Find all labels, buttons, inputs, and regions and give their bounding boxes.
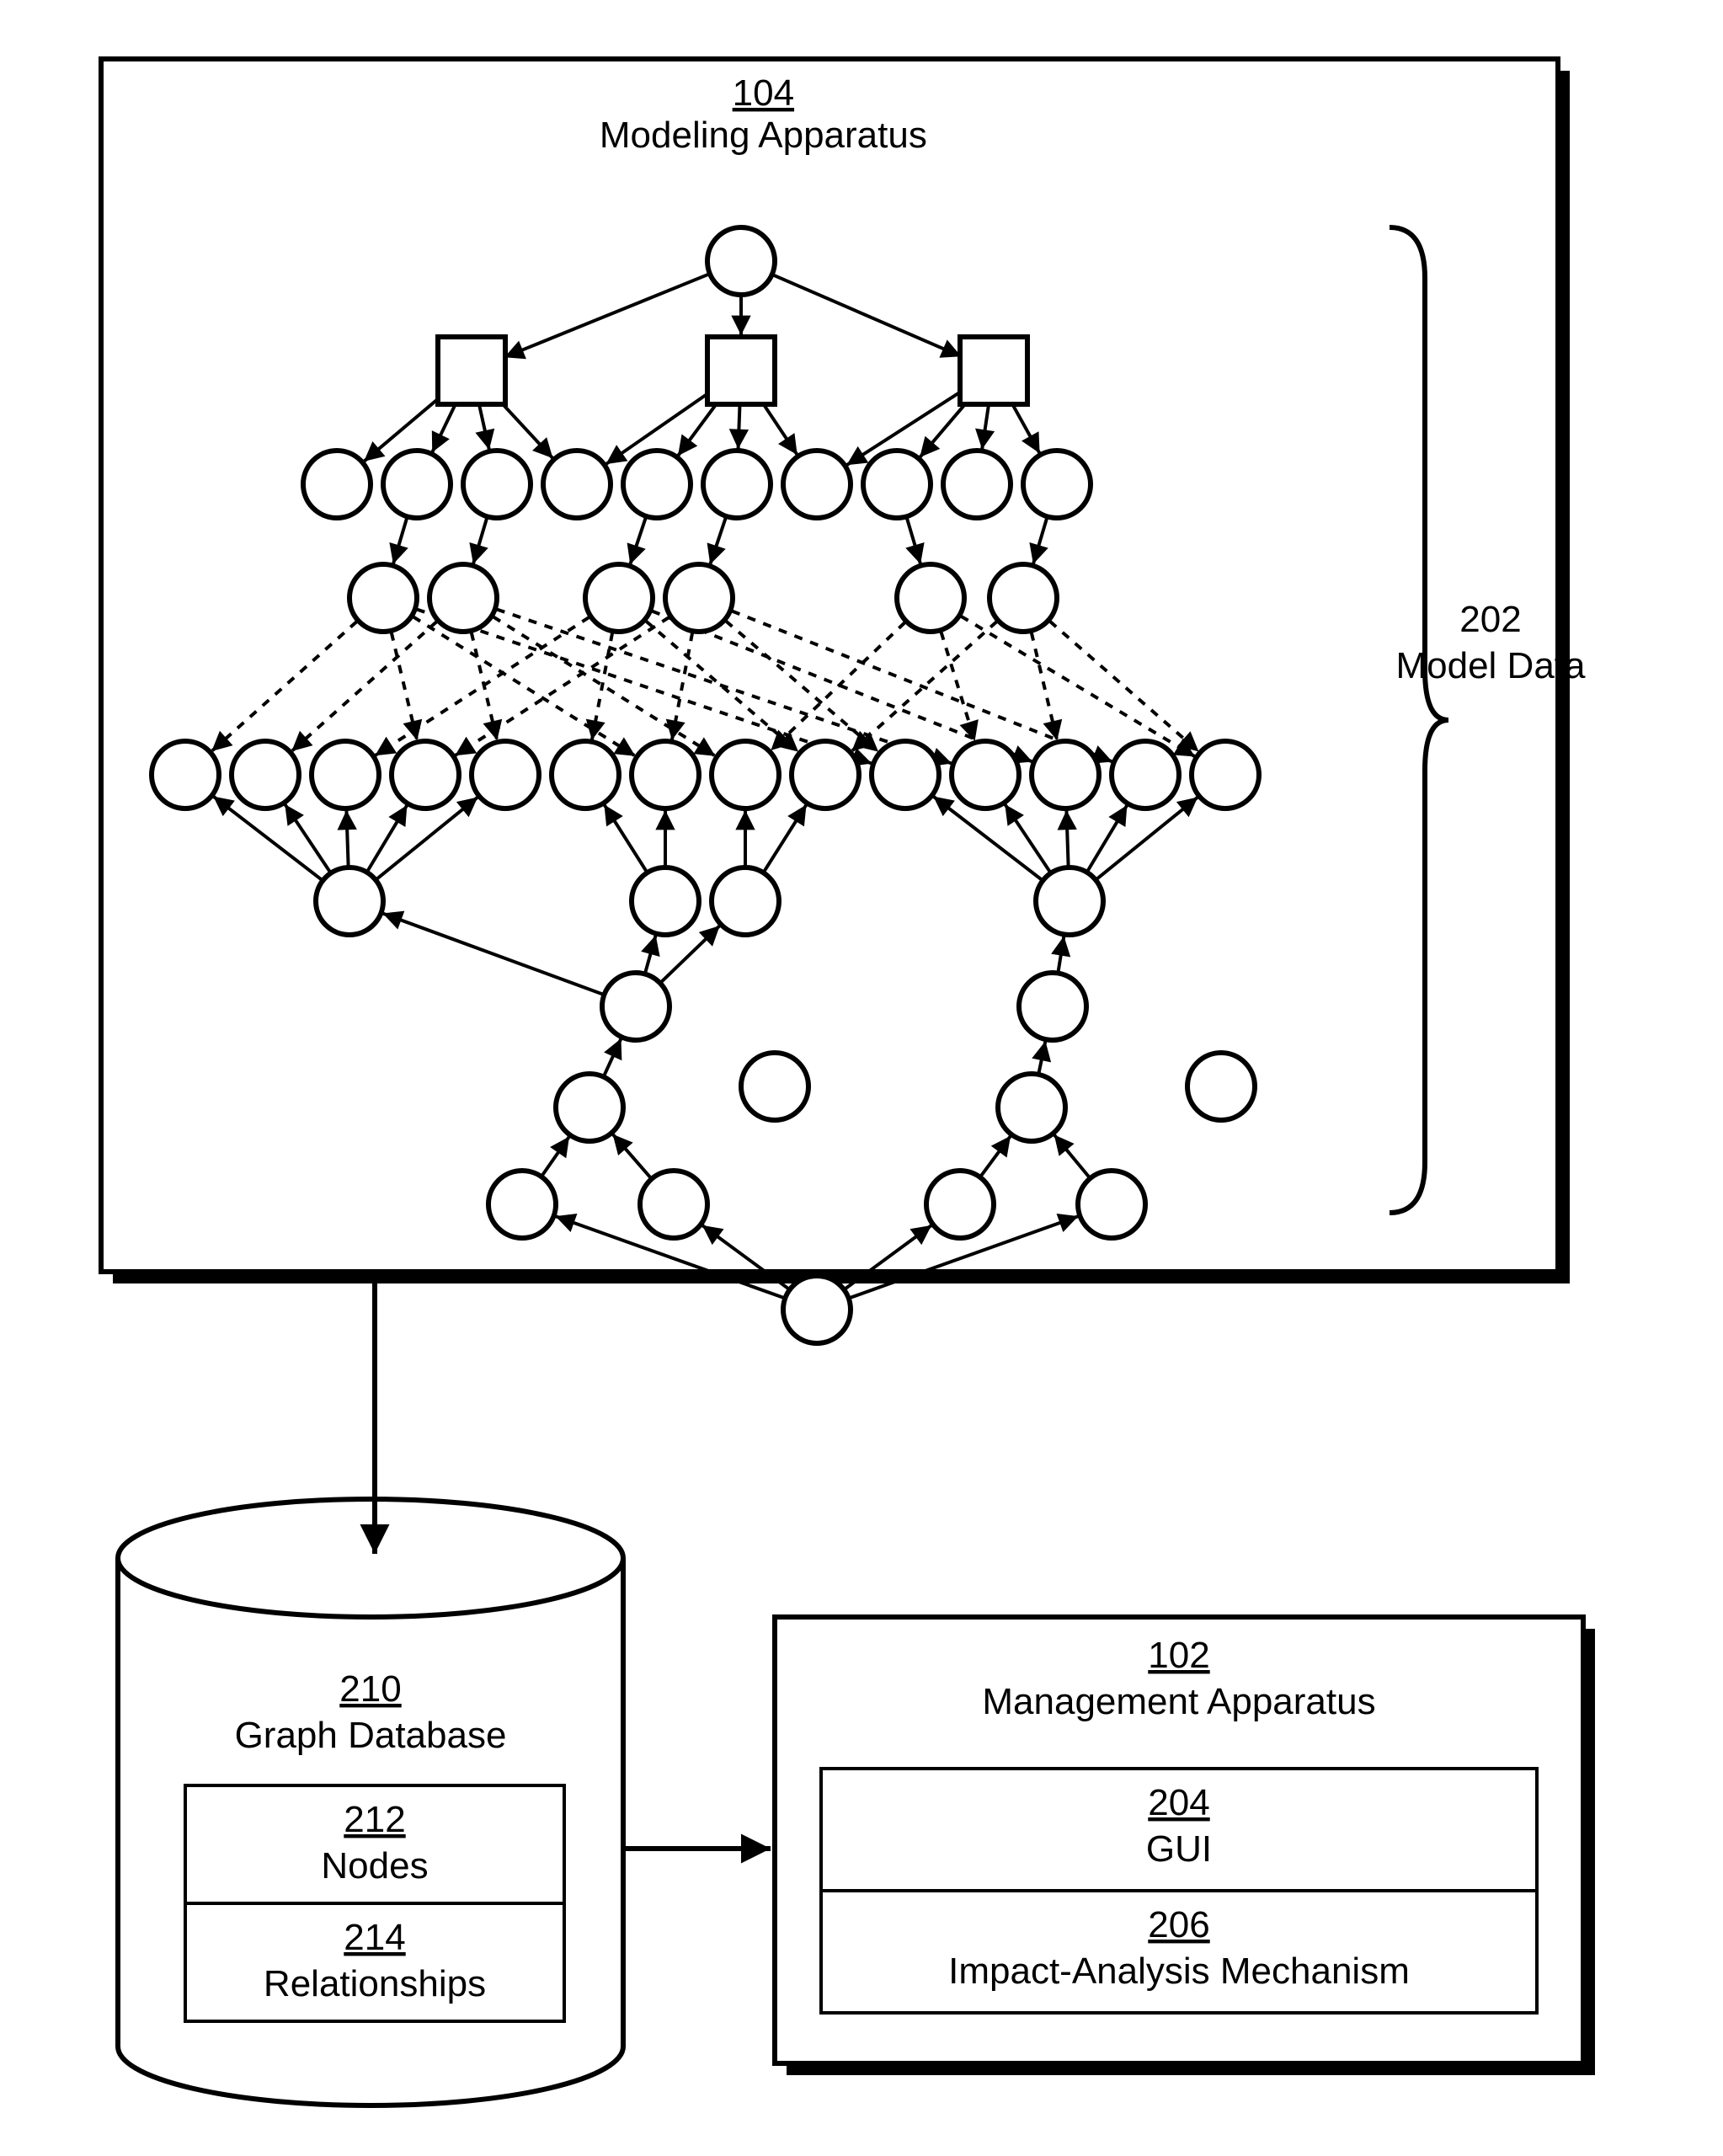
graph-node-circle [863, 451, 931, 518]
graph-node-circle [783, 451, 851, 518]
graph-node-circle [472, 741, 539, 808]
graph-node-circle [488, 1171, 556, 1238]
svg-text:204: 204 [1148, 1782, 1209, 1823]
graph-node-circle [232, 741, 299, 808]
graph-node-circle [1023, 451, 1091, 518]
svg-text:GUI: GUI [1146, 1828, 1212, 1870]
graph-node-circle [623, 451, 691, 518]
graph-node-circle [1187, 1053, 1255, 1120]
graph-node-square [960, 337, 1027, 404]
svg-text:214: 214 [344, 1917, 405, 1958]
graph-node-circle [463, 451, 531, 518]
graph-node-circle [998, 1074, 1065, 1141]
graph-node-circle [741, 1053, 808, 1120]
graph-node-circle [392, 741, 459, 808]
graph-node-circle [552, 741, 619, 808]
svg-text:206: 206 [1148, 1904, 1209, 1945]
graph-node-circle [429, 564, 497, 632]
graph-node-circle [712, 741, 779, 808]
graph-node-circle [1078, 1171, 1145, 1238]
svg-text:104: 104 [733, 72, 794, 114]
graph-node-circle [897, 564, 964, 632]
graph-node-circle [585, 564, 653, 632]
graph-node-circle [1032, 741, 1099, 808]
graph-node-circle [556, 1074, 623, 1141]
svg-text:212: 212 [344, 1799, 405, 1840]
graph-node-circle [943, 451, 1011, 518]
svg-text:Impact-Analysis Mechanism: Impact-Analysis Mechanism [948, 1951, 1410, 1992]
graph-node-circle [872, 741, 939, 808]
graph-node-circle [543, 451, 611, 518]
graph-node-circle [792, 741, 859, 808]
graph-node-circle [632, 741, 699, 808]
graph-node-circle [783, 1276, 851, 1343]
graph-node-circle [952, 741, 1019, 808]
graph-node-square [438, 337, 505, 404]
graph-node-circle [312, 741, 379, 808]
graph-node-circle [1192, 741, 1259, 808]
graph-node-circle [1019, 973, 1086, 1040]
svg-text:Relationships: Relationships [264, 1963, 486, 2004]
svg-text:Modeling Apparatus: Modeling Apparatus [600, 115, 927, 156]
graph-node-circle [303, 451, 371, 518]
graph-node-square [707, 337, 775, 404]
graph-node-circle [703, 451, 771, 518]
svg-text:Model Data: Model Data [1395, 645, 1586, 686]
graph-node-circle [712, 867, 779, 935]
svg-text:102: 102 [1148, 1635, 1209, 1676]
svg-text:Nodes: Nodes [321, 1845, 428, 1886]
graph-node-circle [990, 564, 1057, 632]
svg-text:210: 210 [339, 1668, 401, 1710]
svg-text:Management Apparatus: Management Apparatus [982, 1681, 1375, 1722]
graph-node-circle [707, 227, 775, 295]
graph-node-circle [1036, 867, 1103, 935]
svg-text:202: 202 [1459, 599, 1521, 640]
graph-node-circle [316, 867, 383, 935]
graph-node-circle [383, 451, 451, 518]
graph-node-circle [349, 564, 417, 632]
graph-node-circle [602, 973, 669, 1040]
svg-text:Graph Database: Graph Database [235, 1715, 507, 1756]
graph-node-circle [632, 867, 699, 935]
graph-node-circle [152, 741, 219, 808]
graph-node-circle [665, 564, 733, 632]
graph-node-circle [926, 1171, 994, 1238]
graph-node-circle [1112, 741, 1179, 808]
graph-node-circle [640, 1171, 707, 1238]
